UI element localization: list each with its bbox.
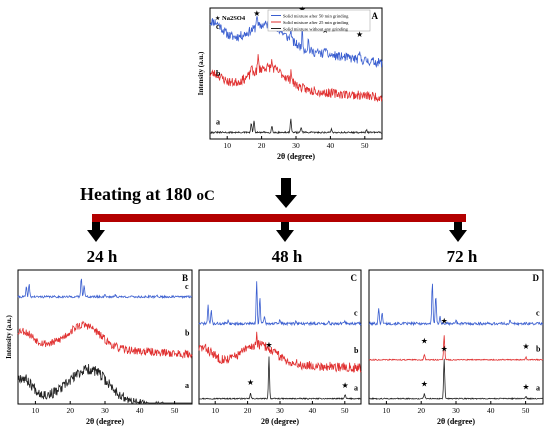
na2so4-marker-icon: ★ — [342, 381, 349, 390]
series-label-b: b — [536, 345, 541, 354]
series-label-a: a — [216, 118, 220, 127]
na2so4-marker-icon: ★ — [299, 5, 306, 14]
heating-label: Heating at 180 oC — [80, 184, 215, 204]
series-line-a — [198, 356, 362, 401]
na2so4-marker-icon: ★ — [421, 380, 428, 389]
series-label-a: a — [536, 384, 540, 393]
na2so4-marker-icon: ★ — [441, 345, 448, 354]
y-axis-label: Intensity (a.u.) — [5, 314, 13, 358]
series-line-b — [198, 331, 362, 373]
time-label-72h: 72 h — [447, 247, 478, 266]
chart-panel-d: c b a ★ ★ ★ ★ ★ ★ 10 20 30 40 50 2θ (degree) D — [368, 269, 544, 426]
distribution-bar — [92, 214, 466, 222]
panel-label: D — [533, 273, 540, 283]
x-tick-label: 50 — [171, 406, 179, 415]
x-tick-label: 30 — [101, 406, 109, 415]
series-label-c: c — [354, 309, 358, 318]
down-arrow-48h-icon — [276, 222, 294, 242]
series-label-b: b — [354, 346, 359, 355]
legend-box — [267, 9, 371, 32]
na2so4-marker-icon: ★ — [247, 378, 254, 387]
na2so4-marker-icon: ★ — [522, 382, 529, 391]
x-axis-label: 2θ (degree) — [437, 417, 475, 426]
x-tick-label: 10 — [223, 141, 231, 150]
time-label-24h: 24 h — [87, 247, 118, 266]
x-tick-label: 50 — [341, 406, 349, 415]
heating-arrow-icon — [275, 178, 297, 208]
x-tick-label: 40 — [309, 406, 317, 415]
x-tick-label: 30 — [452, 406, 460, 415]
series-line-b — [209, 54, 383, 103]
chart-panels: c b a ★ ★ ★ ★ ★ ★ 10 20 30 40 50 2θ (degree) Intensity … — [5, 5, 544, 426]
series-label-b: b — [185, 329, 190, 338]
series-line-c — [368, 283, 544, 327]
x-tick-label: 10 — [32, 406, 40, 415]
x-tick-label: 20 — [417, 406, 425, 415]
legend-entry: Solid mixture after 50 min grinding — [283, 13, 349, 18]
na2so4-marker-icon: ★ — [441, 317, 448, 326]
series-label-c: c — [185, 282, 189, 291]
x-tick-label: 20 — [66, 406, 74, 415]
na2so4-marker-icon: ★ — [421, 337, 428, 346]
series-label-c: c — [536, 309, 540, 318]
down-arrow-72h-icon — [449, 222, 467, 242]
na2so4-marker-icon: ★ — [265, 341, 272, 350]
legend-marker-label: Na2SO4 — [222, 15, 246, 22]
series-label-a: a — [354, 384, 358, 393]
series-line-c — [198, 281, 362, 327]
x-axis-label: 2θ (degree) — [86, 417, 124, 426]
series-label-b: b — [216, 69, 221, 78]
series-line-b — [368, 335, 544, 362]
x-tick-label: 10 — [211, 406, 219, 415]
x-tick-label: 30 — [276, 406, 284, 415]
x-tick-label: 40 — [136, 406, 144, 415]
x-tick-label: 50 — [522, 406, 530, 415]
panel-label: C — [351, 273, 358, 283]
x-axis-label: 2θ (degree) — [277, 152, 315, 161]
x-tick-label: 30 — [292, 141, 300, 150]
na2so4-marker-icon: ★ — [356, 30, 363, 39]
x-tick-label: 50 — [361, 141, 369, 150]
down-arrow-24h-icon — [87, 222, 105, 242]
na2so4-marker-icon: ★ — [253, 9, 260, 18]
series-line-c — [209, 15, 383, 68]
plot-frame — [198, 269, 362, 405]
y-axis-label: Intensity (a.u.) — [197, 51, 205, 95]
series-line-c — [17, 278, 193, 300]
na2so4-marker-icon: ★ — [522, 342, 529, 351]
x-tick-label: 10 — [383, 406, 391, 415]
x-tick-label: 40 — [487, 406, 495, 415]
panel-label: A — [372, 11, 379, 21]
x-tick-label: 20 — [258, 141, 266, 150]
legend-marker-icon: ★ — [215, 15, 220, 22]
time-label-48h: 48 h — [272, 247, 303, 266]
process-flow: Heating at 180 oC 24 h 48 h 72 h — [80, 178, 478, 266]
legend: ★ Na2SO4 Solid mixture after 50 min grindi… — [215, 9, 371, 32]
heating-unit: oC — [197, 188, 215, 204]
x-tick-label: 40 — [327, 141, 335, 150]
panel-label: B — [182, 273, 188, 283]
chart-panel-b: c b a 10 20 30 40 50 2θ (degree) Intensity (a.u.)… — [5, 269, 193, 426]
legend-entry: Solid mixture after 25 min grinding — [283, 20, 349, 25]
series-line-a — [209, 118, 383, 135]
series-label-c: c — [216, 22, 220, 31]
plot-frame — [368, 269, 544, 405]
chart-panel-c: c b a ★ ★ ★ 10 20 30 40 50 2θ (degree) C — [198, 269, 362, 426]
series-line-b — [17, 320, 193, 359]
series-label-a: a — [185, 381, 189, 390]
legend-entry: Solid mixture without any grinding — [283, 26, 349, 31]
x-axis-label: 2θ (degree) — [261, 417, 299, 426]
series-line-a — [368, 358, 544, 401]
x-tick-label: 20 — [244, 406, 252, 415]
series-line-a — [17, 363, 192, 404]
